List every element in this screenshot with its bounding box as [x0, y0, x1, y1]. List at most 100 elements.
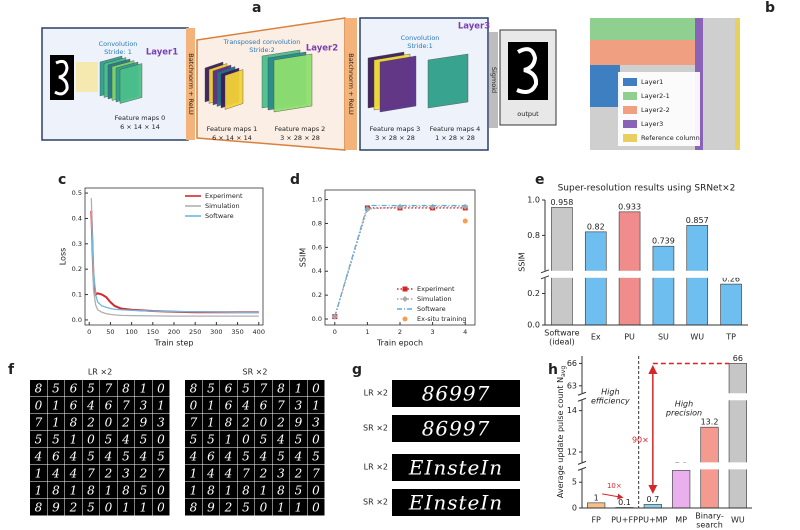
digit: 0	[105, 501, 113, 515]
x-tick-label: 0	[87, 328, 91, 336]
digit-cell	[237, 431, 255, 448]
digit: 0	[190, 399, 198, 413]
panel-label: d	[290, 172, 300, 188]
y-tick-label: 0.6	[312, 243, 322, 251]
digit-cell	[117, 448, 135, 465]
digit-cell	[117, 482, 135, 499]
digit: 8	[52, 484, 60, 498]
digit-cell	[152, 448, 170, 465]
digit-cell	[272, 448, 290, 465]
digit-cell	[237, 448, 255, 465]
digit: 4	[276, 433, 285, 447]
digit-cell	[100, 465, 117, 482]
digit-cell	[185, 414, 202, 431]
digit: 0	[312, 484, 320, 498]
digit: 6	[52, 450, 60, 464]
x-tick-label: WU	[731, 516, 745, 525]
digit-cell	[237, 499, 255, 516]
digit: 0	[157, 433, 165, 447]
layer-title: Layer2	[306, 44, 338, 54]
norm-label: Batchnorm + ReLU	[187, 53, 195, 115]
image-strip	[392, 380, 520, 407]
digit: 9	[295, 416, 303, 430]
digit: 5	[190, 433, 198, 447]
digit: 1	[140, 382, 148, 396]
legend-label: Layer2-1	[641, 92, 670, 100]
x-tick-label: TP	[725, 333, 736, 342]
digit-cell	[65, 499, 82, 516]
series-line	[334, 204, 466, 317]
x-tick-label: Ex	[591, 333, 601, 342]
y-axis-label: SSIM	[518, 252, 527, 272]
map-name: Feature maps 3	[370, 125, 421, 133]
digit: 5	[52, 382, 60, 396]
image-strip	[392, 454, 520, 481]
y-axis-label: Average update pulse count Navg	[556, 366, 568, 498]
digit: 3	[122, 467, 130, 481]
digit-cell	[272, 482, 290, 499]
y-tick-label: 12	[567, 448, 577, 457]
break-mark	[540, 275, 550, 280]
value-label: 66	[733, 354, 743, 363]
digit: 1	[295, 501, 303, 515]
digit: 0	[312, 501, 320, 515]
digit-cell	[202, 431, 220, 448]
norm-bar	[186, 28, 195, 140]
digit-cell	[100, 397, 117, 414]
digit: 5	[87, 450, 95, 464]
digit: 2	[86, 416, 95, 430]
digit: 0	[35, 399, 43, 413]
digit-cell	[202, 482, 220, 499]
digit-cell	[255, 397, 272, 414]
y-tick-label: 0.1	[72, 291, 82, 299]
digit-cell	[202, 397, 220, 414]
panel-label: e	[535, 172, 545, 188]
digit: 8	[207, 484, 215, 498]
legend-label: Software	[205, 212, 234, 220]
digit-cell	[220, 414, 237, 431]
digit: 0	[157, 501, 165, 515]
digit-cell	[135, 482, 152, 499]
digit: 6	[105, 399, 113, 413]
x-tick-label: PU	[624, 333, 635, 342]
digit: 2	[104, 467, 113, 481]
point	[397, 203, 403, 210]
x-tick-label: Software (ideal)	[544, 328, 579, 346]
digit-cell	[82, 414, 100, 431]
digit-cell	[255, 482, 272, 499]
axis-break	[578, 393, 752, 401]
digit: 4	[104, 450, 113, 464]
y-tick-label: 5	[572, 478, 577, 487]
digit-cell	[202, 448, 220, 465]
digit-cell	[152, 431, 170, 448]
digit: 5	[312, 450, 320, 464]
norm-label: Batchnorm + ReLU	[347, 53, 355, 115]
digit: 1	[70, 433, 78, 447]
digit-cell	[185, 448, 202, 465]
digit-cell	[307, 499, 325, 516]
digit-cell	[117, 380, 135, 397]
digit: 2	[224, 501, 233, 515]
y-tick-label: 0.2	[527, 289, 540, 298]
digit: 0	[312, 433, 320, 447]
map-name: Feature maps 0	[115, 114, 166, 122]
digit-stroke	[54, 59, 69, 96]
digit: 5	[140, 484, 148, 498]
map-shape: 6 × 14 × 14	[120, 123, 160, 131]
y-tick-label: 0.4	[312, 267, 322, 275]
bar	[720, 283, 742, 326]
digit: 8	[87, 484, 95, 498]
digit: 0	[157, 484, 165, 498]
norm-bar	[345, 18, 357, 150]
digit: 4	[69, 467, 78, 481]
y-tick-label: 0.8	[527, 231, 540, 240]
value-label: 0.933	[618, 202, 641, 211]
break-mark	[577, 466, 587, 471]
y-tick-label: 1.0	[527, 196, 540, 205]
digit-cell	[100, 482, 117, 499]
digit-cell	[152, 482, 170, 499]
digit: 5	[207, 382, 215, 396]
digit: 2	[259, 467, 268, 481]
y-tick-label: 63	[567, 381, 577, 390]
